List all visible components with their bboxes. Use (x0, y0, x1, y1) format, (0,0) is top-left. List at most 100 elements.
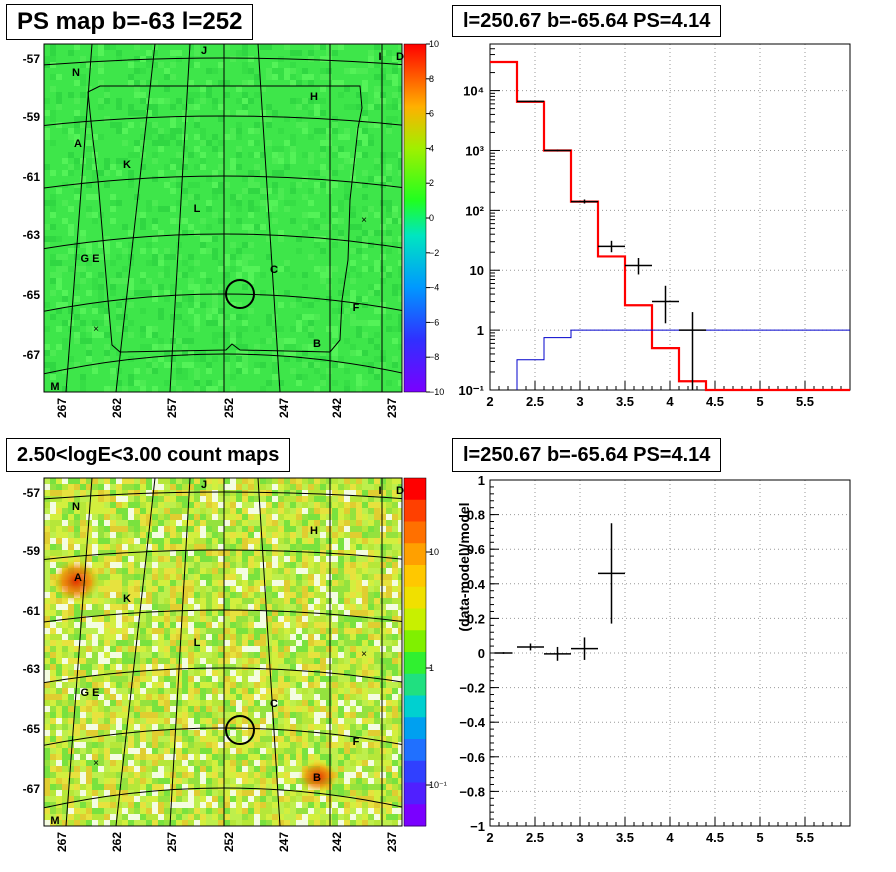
ps-colorbar-label: 0 (429, 213, 434, 223)
lon-tick-label: 237 (385, 398, 399, 418)
ps-colorbar-label: −6 (429, 317, 439, 327)
lon-tick-label: 267 (55, 398, 69, 418)
x-tick-label: 5 (756, 394, 763, 409)
y-tick-label: 10³ (465, 143, 484, 158)
x-tick-label: 3.5 (616, 830, 634, 845)
lon-tick-label: 242 (330, 832, 344, 852)
y-tick-label: 10⁻¹ (458, 383, 484, 398)
source-label: H (310, 91, 318, 103)
lon-tick-label: 257 (165, 398, 179, 418)
x-tick-label: 5.5 (796, 830, 814, 845)
source-label: G E (81, 253, 100, 265)
y-tick-label: −0.6 (459, 750, 485, 765)
target-circle (225, 279, 255, 309)
source-label: L (194, 637, 201, 649)
source-label: G E (81, 687, 100, 699)
source-label: I (378, 51, 381, 63)
spectrum-plot: 2 2.5 3 3.5 4 4.5 5 5.5 10⁻¹ 1 10 10² 10³ 10⁴ (458, 43, 851, 409)
ps-map: -57 -59 -61 -63 -65 -67 267 262 257 252 247 242 237 N… (23, 43, 404, 418)
y-tick-label: 1 (478, 473, 485, 488)
spectrum-title: l=250.67 b=-65.64 PS=4.14 (452, 5, 722, 37)
x-tick-label: 3 (576, 830, 583, 845)
ps-map-roi-boundary (87, 85, 363, 353)
ps-colorbar-label: 4 (429, 143, 434, 153)
lon-tick-label: 267 (55, 832, 69, 852)
lon-tick-label: 247 (277, 398, 291, 418)
lon-tick-label: 262 (110, 832, 124, 852)
ps-colorbar: 10 8 6 4 2 0 −2 −4 −6 −8 −10 (403, 39, 444, 397)
count-colorbar-label: 1 (429, 663, 434, 673)
x-tick-label: 4 (666, 830, 674, 845)
residual-title: l=250.67 b=-65.64 PS=4.14 (452, 438, 722, 472)
y-tick-label: 10⁴ (463, 84, 484, 99)
ps-colorbar-label: 10 (429, 39, 439, 49)
lat-tick-label: -63 (23, 662, 41, 676)
y-tick-label: −1 (470, 819, 485, 834)
y-tick-label: 10 (470, 263, 484, 278)
lat-tick-label: -65 (23, 288, 41, 302)
count-map-title: 2.50<logE<3.00 count maps (6, 438, 291, 472)
marker-x: × (361, 649, 367, 660)
y-tick-label: 10² (465, 203, 484, 218)
source-label: M (50, 381, 59, 393)
x-tick-label: 3.5 (616, 394, 634, 409)
x-tick-label: 2 (486, 830, 493, 845)
marker-x: × (361, 215, 367, 226)
ps-colorbar-label: −10 (429, 387, 444, 397)
y-tick-label: 0.8 (467, 508, 485, 523)
lon-tick-label: 262 (110, 398, 124, 418)
lon-tick-label: 237 (385, 832, 399, 852)
lon-tick-label: 252 (222, 398, 236, 418)
ps-colorbar-label: −4 (429, 283, 439, 293)
lat-tick-label: -59 (23, 110, 41, 124)
count-colorbar: 10 1 10⁻¹ (403, 477, 447, 827)
source-label: B (313, 338, 321, 350)
y-axis-title: (data-model)/model (456, 502, 472, 631)
x-tick-label: 3 (576, 394, 583, 409)
count-colorbar-label: 10⁻¹ (429, 780, 447, 790)
y-tick-label: 0.4 (467, 577, 486, 592)
x-tick-label: 2.5 (526, 830, 544, 845)
y-tick-label: 0.6 (467, 542, 485, 557)
y-tick-label: 0.2 (467, 611, 485, 626)
source-label: A (74, 572, 82, 584)
source-label: J (201, 45, 207, 57)
source-label: N (72, 67, 80, 79)
ps-colorbar-label: −8 (429, 352, 439, 362)
target-circle (225, 715, 255, 745)
x-tick-label: 2 (486, 394, 493, 409)
source-label: K (123, 593, 131, 605)
source-label: J (201, 479, 207, 491)
x-tick-label: 4.5 (706, 394, 724, 409)
y-tick-label: −0.2 (459, 681, 485, 696)
lon-tick-label: 242 (330, 398, 344, 418)
lat-tick-label: -65 (23, 722, 41, 736)
ps-map-title: PS map b=-63 l=252 (6, 4, 254, 40)
source-label: N (72, 501, 80, 513)
source-label: H (310, 525, 318, 537)
lat-tick-label: -59 (23, 544, 41, 558)
lat-tick-label: -67 (23, 348, 41, 362)
source-b-blob (298, 761, 338, 793)
lon-tick-label: 247 (277, 832, 291, 852)
x-tick-label: 2.5 (526, 394, 544, 409)
lat-tick-label: -67 (23, 782, 41, 796)
y-tick-label: 0 (478, 646, 485, 661)
source-label: C (270, 698, 278, 710)
source-label: F (353, 302, 360, 314)
lon-tick-label: 257 (165, 832, 179, 852)
ps-colorbar-label: −2 (429, 248, 439, 258)
ps-colorbar-label: 8 (429, 74, 434, 84)
source-label: K (123, 159, 131, 171)
source-a-blob (52, 559, 100, 603)
source-label: D (396, 51, 404, 63)
x-tick-label: 4.5 (706, 830, 724, 845)
lat-tick-label: -63 (23, 228, 41, 242)
source-label: M (50, 815, 59, 827)
residual-plot: 2 2.5 3 3.5 4 4.5 5 5.5 −1 −0.8 −0.6 −0.4 −0.2 0 0.2 0.… (456, 473, 851, 845)
source-label: L (194, 203, 201, 215)
x-tick-label: 4 (666, 394, 674, 409)
y-tick-label: 1 (477, 323, 484, 338)
x-tick-label: 5.5 (796, 394, 814, 409)
